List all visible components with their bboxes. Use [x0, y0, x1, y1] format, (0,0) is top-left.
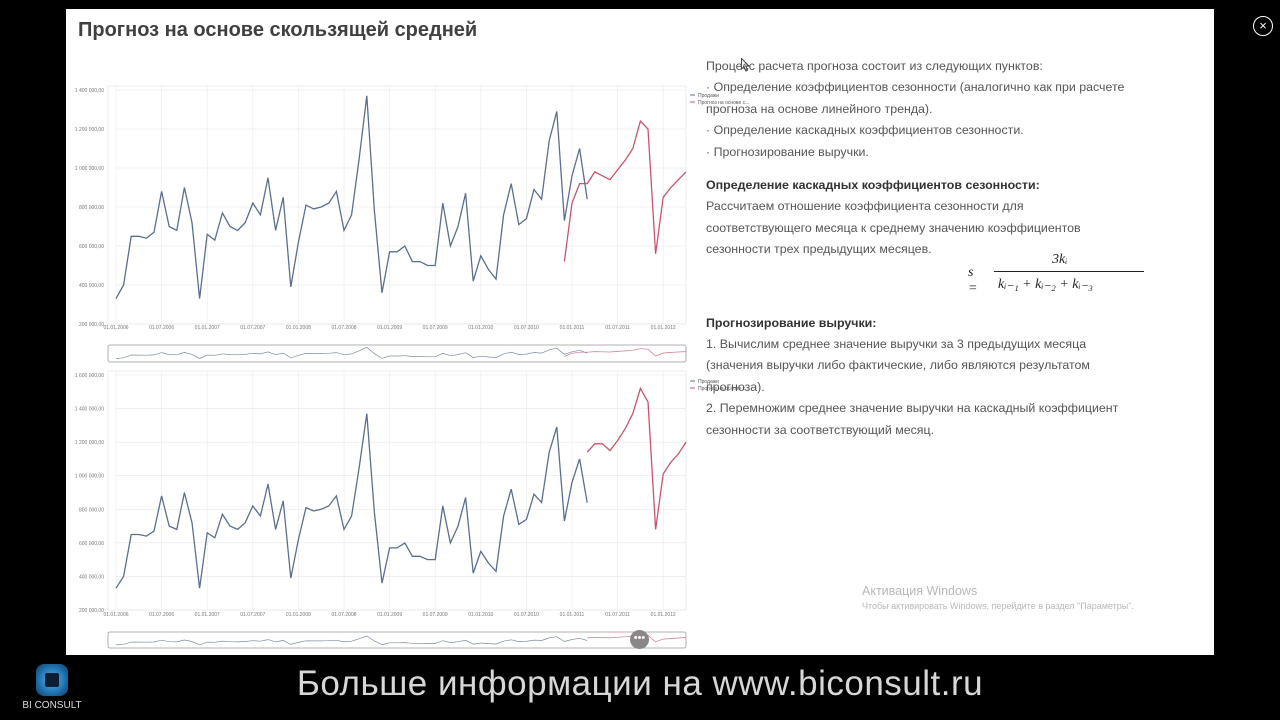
forecast-step-2-text: 2. Перемножим среднее значение выручки н…	[706, 401, 1119, 437]
chart-1-x-tick-label: 01.01.2007	[195, 325, 220, 331]
chart-2-x-tick-label: 01.01.2010	[468, 612, 493, 618]
formula-fraction-bar	[994, 271, 1144, 272]
chart-1-y-tick-label: 1 400 000,00	[75, 88, 104, 94]
chart-1-x-tick-label: 01.01.2006	[103, 325, 128, 331]
chart-1-series-1-line	[115, 95, 588, 299]
intro-text: Процесс расчета прогноза состоит из след…	[706, 59, 1043, 73]
close-button[interactable]: ×	[1253, 16, 1273, 36]
formula-numerator: 3kᵢ	[1052, 252, 1068, 267]
chart-2-y-tick-label: 1 000 000,00	[75, 474, 104, 480]
chart-1-series-2-line	[563, 119, 687, 262]
page-title: Прогноз на основе скользящей средней	[78, 19, 478, 41]
chart-1-navigator-series-1	[115, 346, 588, 359]
footer-banner: Больше информации на www.biconsult.ru	[296, 664, 984, 703]
chart-1-y-tick-label: 800 000,00	[79, 205, 104, 211]
step-2-text: · Определение каскадных коэффициентов се…	[706, 123, 1024, 138]
chart-1-x-tick-label: 01.01.2012	[651, 325, 676, 331]
chart-1-y-tick-label: 1 000 000,00	[75, 166, 104, 172]
chart-2-frame	[107, 370, 687, 611]
main-panel: Прогноз на основе скользящей средней	[66, 9, 1214, 655]
chart-1-frame	[107, 85, 687, 325]
windows-activation-watermark: Активация Windows Чтобы активировать Win…	[862, 584, 1134, 611]
chart-2-x-tick-label: 01.01.2007	[195, 612, 220, 618]
chart-2-navigator	[107, 631, 687, 649]
chart-2-x-tick-label: 01.07.2009	[423, 612, 448, 618]
chart-1-y-tick-label: 600 000,00	[79, 244, 104, 250]
chart-1-x-tick-label: 01.01.2008	[286, 325, 311, 331]
formula-lhs: s =	[968, 265, 978, 296]
watermark-title: Активация Windows	[862, 584, 978, 598]
chart-1-y-tick-label: 200 000,00	[79, 322, 104, 328]
logo-text: BI CONSULT	[22, 700, 82, 711]
chart-1-x-tick-label: 01.01.2010	[468, 325, 493, 331]
chart-2-y-tick-label: 1 200 000,00	[75, 440, 104, 446]
chart-1-navigator-series-2	[564, 348, 687, 357]
cascade-heading: Определение каскадных коэффициентов сезо…	[706, 178, 1040, 193]
chart-2-x-tick-label: 01.07.2008	[331, 612, 356, 618]
chart-2-y-tick-label: 400 000,00	[79, 574, 104, 580]
chart-2-navigator-series-1	[115, 635, 588, 646]
mouse-cursor-icon	[741, 58, 750, 72]
chart-2-x-tick-label: 01.01.2006	[103, 612, 128, 618]
chart-2-x-tick-label: 01.01.2011	[560, 612, 585, 618]
chart-2-x-tick-label: 01.07.2011	[605, 612, 630, 618]
chart-2-y-tick-label: 800 000,00	[79, 507, 104, 513]
chart-1-x-tick-label: 01.01.2011	[560, 325, 585, 331]
chart-2-legend-label: Продажи	[698, 379, 719, 385]
chart-2-x-tick-label: 01.07.2010	[514, 612, 539, 618]
forecast-step-1-text: 1. Вычислим среднее значение выручки за …	[706, 337, 1090, 394]
chart-2-legend-label: Прогноз на основе с...	[698, 386, 749, 392]
step-3-text: · Прогнозирование выручки.	[706, 144, 869, 159]
chart-2-x-tick-label: 01.01.2012	[651, 612, 676, 618]
chart-1-legend-label: Продажи	[698, 93, 719, 99]
chart-1-x-tick-label: 01.07.2009	[423, 325, 448, 331]
step-1-text: · Определение коэффициентов сезонности (…	[706, 80, 1125, 116]
chart-1-navigator	[107, 344, 687, 363]
chart-1-y-tick-label: 400 000,00	[79, 283, 104, 289]
chart-1-x-tick-label: 01.07.2010	[514, 325, 539, 331]
formula-denominator: kᵢ₋₁ + kᵢ₋₂ + kᵢ₋₃	[998, 277, 1093, 292]
description-text: Процесс расчета прогноза состоит из след…	[706, 56, 1146, 441]
chart-2-y-tick-label: 1 600 000,00	[75, 373, 104, 379]
chart-2-y-tick-label: 600 000,00	[79, 541, 104, 547]
forecast-heading: Прогнозирование выручки:	[706, 315, 877, 330]
biconsult-logo-icon	[36, 664, 68, 696]
chart-2-x-tick-label: 01.07.2007	[240, 612, 265, 618]
chart-1-x-tick-label: 01.01.2009	[377, 325, 402, 331]
chart-1-y-tick-label: 1 200 000,00	[75, 127, 104, 133]
cascade-text: Рассчитаем отношение коэффициента сезонн…	[706, 199, 1081, 257]
chart-2-series-2-line	[586, 386, 687, 530]
chart-1-x-tick-label: 01.07.2006	[149, 325, 174, 331]
chart-1-x-tick-label: 01.07.2011	[605, 325, 630, 331]
chart-1-x-tick-label: 01.07.2007	[240, 325, 265, 331]
chart-2-x-tick-label: 01.01.2009	[377, 612, 402, 618]
chart-2-series-1-line	[115, 413, 588, 589]
watermark-subtitle: Чтобы активировать Windows, перейдите в …	[862, 601, 1134, 611]
chart-2-x-tick-label: 01.07.2006	[149, 612, 174, 618]
scrollbar-handle[interactable]: •••	[630, 630, 649, 649]
chart-2-x-tick-label: 01.01.2008	[286, 612, 311, 618]
chart-1-legend-label: Прогноз на основе с...	[698, 100, 749, 106]
chart-2-y-tick-label: 1 400 000,00	[75, 407, 104, 413]
biconsult-logo: BI CONSULT	[10, 664, 94, 711]
chart-2-y-tick-label: 200 000,00	[79, 608, 104, 614]
chart-1-x-tick-label: 01.07.2008	[331, 325, 356, 331]
